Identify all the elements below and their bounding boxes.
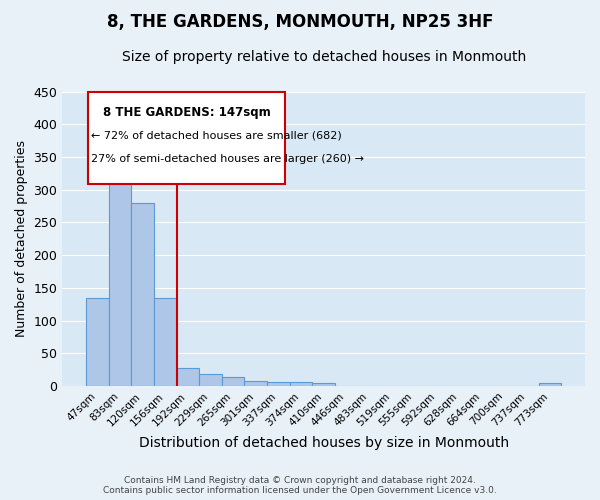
Bar — [313, 384, 335, 386]
Bar — [222, 378, 244, 386]
X-axis label: Distribution of detached houses by size in Monmouth: Distribution of detached houses by size … — [139, 436, 509, 450]
Title: Size of property relative to detached houses in Monmouth: Size of property relative to detached ho… — [122, 50, 526, 64]
Bar — [154, 298, 176, 386]
Bar — [244, 382, 267, 386]
Bar — [88, 92, 285, 184]
Text: 8, THE GARDENS, MONMOUTH, NP25 3HF: 8, THE GARDENS, MONMOUTH, NP25 3HF — [107, 12, 493, 30]
Bar — [176, 368, 199, 386]
Bar — [267, 382, 290, 386]
Bar — [109, 167, 131, 386]
Bar — [131, 203, 154, 386]
Bar — [290, 382, 313, 386]
Bar — [539, 382, 561, 386]
Bar — [86, 298, 109, 386]
Text: 27% of semi-detached houses are larger (260) →: 27% of semi-detached houses are larger (… — [91, 154, 364, 164]
Text: 8 THE GARDENS: 147sqm: 8 THE GARDENS: 147sqm — [103, 106, 271, 119]
Text: Contains HM Land Registry data © Crown copyright and database right 2024.
Contai: Contains HM Land Registry data © Crown c… — [103, 476, 497, 495]
Text: ← 72% of detached houses are smaller (682): ← 72% of detached houses are smaller (68… — [91, 131, 341, 141]
Bar — [199, 374, 222, 386]
Y-axis label: Number of detached properties: Number of detached properties — [15, 140, 28, 338]
